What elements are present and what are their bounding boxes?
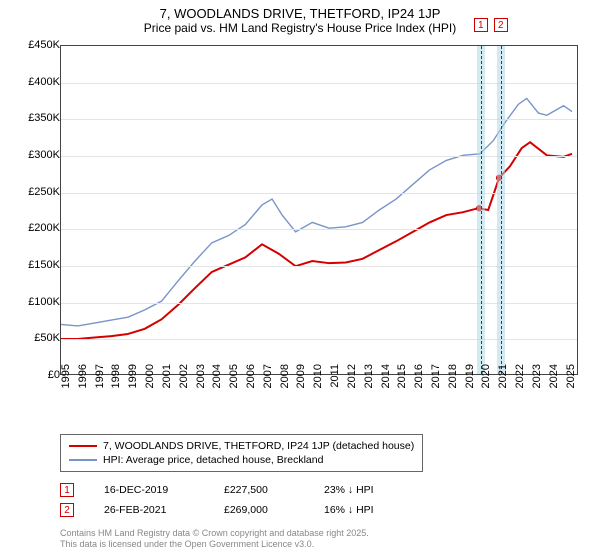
attribution: Contains HM Land Registry data © Crown c…: [60, 528, 369, 551]
x-axis-label: 2012: [346, 364, 358, 396]
table-row: 1 16-DEC-2019 £227,500 23% ↓ HPI: [60, 480, 404, 500]
row-date: 16-DEC-2019: [104, 484, 194, 496]
x-axis-label: 2024: [548, 364, 560, 396]
legend: 7, WOODLANDS DRIVE, THETFORD, IP24 1JP (…: [60, 434, 423, 472]
x-axis-label: 2014: [380, 364, 392, 396]
x-axis-label: 2007: [262, 364, 274, 396]
row-badge: 1: [60, 483, 74, 497]
legend-swatch: [69, 459, 97, 460]
y-axis-label: £300K: [20, 149, 60, 161]
row-price: £269,000: [224, 504, 294, 516]
x-axis-label: 2020: [480, 364, 492, 396]
attribution-line: This data is licensed under the Open Gov…: [60, 539, 369, 550]
y-axis-label: £250K: [20, 186, 60, 198]
x-axis-label: 2004: [211, 364, 223, 396]
x-axis-label: 2017: [430, 364, 442, 396]
marker-table: 1 16-DEC-2019 £227,500 23% ↓ HPI 2 26-FEB-202…: [60, 480, 404, 520]
y-axis-label: £50K: [20, 332, 60, 344]
y-axis-label: £200K: [20, 222, 60, 234]
chart-title: 7, WOODLANDS DRIVE, THETFORD, IP24 1JP: [0, 0, 600, 21]
table-row: 2 26-FEB-2021 £269,000 16% ↓ HPI: [60, 500, 404, 520]
x-axis-label: 2009: [295, 364, 307, 396]
x-axis-label: 2021: [497, 364, 509, 396]
x-axis-label: 2002: [178, 364, 190, 396]
x-axis-label: 2025: [565, 364, 577, 396]
row-price: £227,500: [224, 484, 294, 496]
y-axis-label: £400K: [20, 76, 60, 88]
series-line: [61, 98, 572, 325]
chart-subtitle: Price paid vs. HM Land Registry's House …: [0, 21, 600, 39]
x-axis-label: 1996: [77, 364, 89, 396]
series-line: [61, 142, 572, 339]
x-axis-label: 2022: [514, 364, 526, 396]
y-axis-label: £450K: [20, 39, 60, 51]
x-axis-label: 2001: [161, 364, 173, 396]
x-axis-label: 2013: [363, 364, 375, 396]
row-diff: 23% ↓ HPI: [324, 484, 404, 496]
marker-badge: 2: [494, 18, 508, 32]
x-axis-label: 2000: [144, 364, 156, 396]
x-axis-label: 2015: [396, 364, 408, 396]
marker-line: [501, 46, 502, 374]
x-axis-label: 2006: [245, 364, 257, 396]
x-axis-label: 2005: [228, 364, 240, 396]
legend-swatch: [69, 445, 97, 447]
legend-row: HPI: Average price, detached house, Brec…: [69, 453, 414, 467]
x-axis-label: 2008: [279, 364, 291, 396]
attribution-line: Contains HM Land Registry data © Crown c…: [60, 528, 369, 539]
row-diff: 16% ↓ HPI: [324, 504, 404, 516]
x-axis-label: 1995: [60, 364, 72, 396]
x-axis-label: 2003: [195, 364, 207, 396]
x-axis-label: 2023: [531, 364, 543, 396]
chart-container: 12 £0 £50K £100K £150K £200K £250K £300K £350K £…: [10, 40, 590, 420]
x-axis-label: 2011: [329, 364, 341, 396]
y-axis-label: £350K: [20, 112, 60, 124]
y-axis-label: £0: [20, 369, 60, 381]
legend-label: HPI: Average price, detached house, Brec…: [103, 454, 323, 466]
legend-row: 7, WOODLANDS DRIVE, THETFORD, IP24 1JP (…: [69, 439, 414, 453]
y-axis-label: £100K: [20, 296, 60, 308]
y-axis-label: £150K: [20, 259, 60, 271]
x-axis-label: 1998: [110, 364, 122, 396]
x-axis-label: 2016: [413, 364, 425, 396]
x-axis-label: 2019: [464, 364, 476, 396]
plot-area: 12: [60, 45, 578, 375]
x-axis-label: 2010: [312, 364, 324, 396]
x-axis-label: 2018: [447, 364, 459, 396]
row-badge: 2: [60, 503, 74, 517]
legend-label: 7, WOODLANDS DRIVE, THETFORD, IP24 1JP (…: [103, 440, 414, 452]
marker-badge: 1: [474, 18, 488, 32]
marker-line: [481, 46, 482, 374]
x-axis-label: 1999: [127, 364, 139, 396]
x-axis-label: 1997: [94, 364, 106, 396]
row-date: 26-FEB-2021: [104, 504, 194, 516]
